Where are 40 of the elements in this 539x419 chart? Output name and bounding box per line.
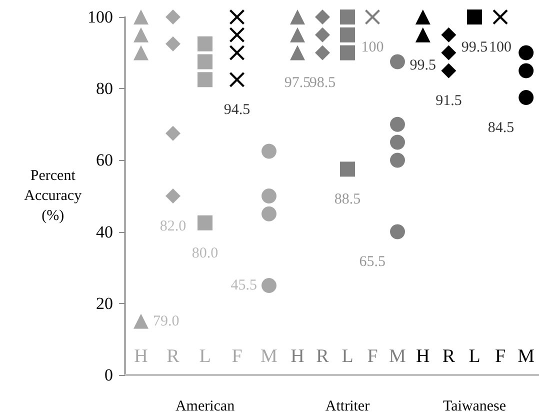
annotation: 97.5 bbox=[284, 75, 311, 92]
annotation: 45.5 bbox=[230, 278, 257, 294]
x-tick-label: F bbox=[232, 346, 242, 367]
x-tick-label: F bbox=[495, 346, 506, 367]
x-tick-label: F bbox=[367, 346, 378, 367]
annotation: 99.5 bbox=[461, 39, 488, 56]
y-tick-label: 40 bbox=[96, 222, 113, 242]
x-tick-label: M bbox=[518, 346, 535, 367]
annotation: 100 bbox=[361, 39, 384, 56]
annotation: 79.0 bbox=[153, 313, 180, 330]
x-tick-label: H bbox=[134, 346, 148, 367]
y-tick-label: 100 bbox=[88, 8, 113, 26]
annotation: 82.0 bbox=[160, 218, 186, 234]
y-tick-label: 0 bbox=[104, 366, 113, 384]
y-tick-label: 20 bbox=[96, 294, 113, 313]
x-tick-label: M bbox=[389, 346, 406, 367]
y-axis-title: Percent Accuracy (%) bbox=[24, 168, 82, 224]
annotation: 99.5 bbox=[410, 57, 436, 74]
annotation: 98.5 bbox=[309, 75, 336, 92]
x-tick-label: L bbox=[468, 346, 480, 367]
annotation: 91.5 bbox=[436, 93, 462, 110]
x-tick-label: H bbox=[290, 346, 305, 367]
annotation: 84.5 bbox=[488, 120, 514, 136]
x-tick-label: L bbox=[342, 346, 354, 367]
annotation: 100 bbox=[489, 39, 512, 56]
annotation: 88.5 bbox=[334, 192, 361, 208]
x-tick-label: H bbox=[416, 346, 430, 367]
annotation: 80.0 bbox=[192, 245, 218, 262]
x-axis-title: Taiwanese bbox=[442, 398, 506, 414]
annotation: 65.5 bbox=[359, 254, 386, 270]
x-tick-label: R bbox=[442, 346, 456, 367]
y-tick-label: 80 bbox=[96, 79, 113, 98]
x-axis-title: Attriter bbox=[325, 398, 370, 414]
y-tick-label: 60 bbox=[96, 150, 113, 170]
x-axis-title: American bbox=[175, 398, 236, 414]
x-tick-label: L bbox=[199, 346, 211, 367]
x-tick-label: R bbox=[316, 346, 330, 367]
x-tick-label: M bbox=[260, 346, 278, 367]
x-tick-label: R bbox=[166, 346, 180, 367]
annotation: 94.5 bbox=[224, 102, 250, 118]
